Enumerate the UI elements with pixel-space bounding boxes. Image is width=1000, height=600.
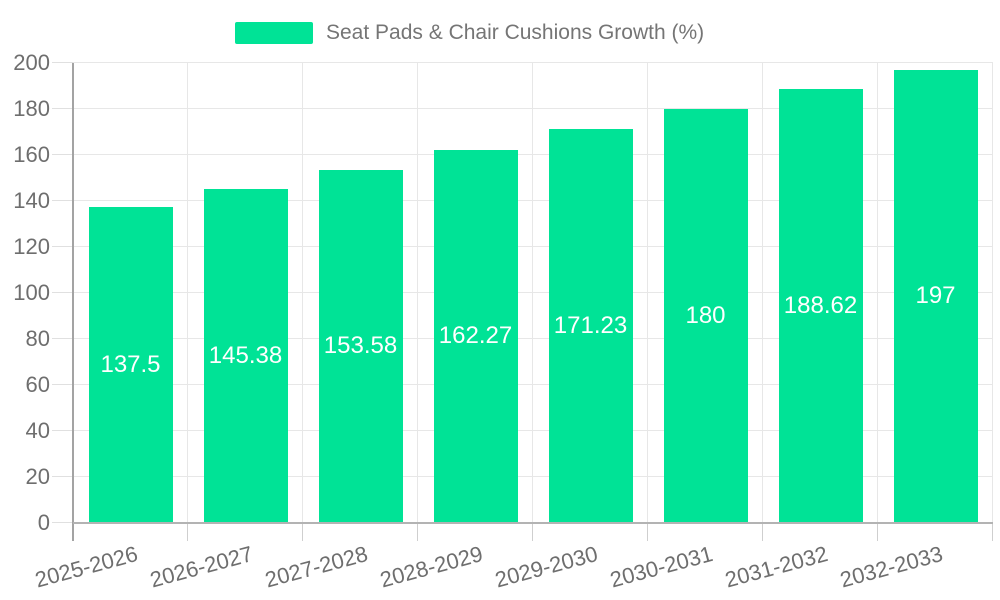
x-axis-label: 2030-2031 (607, 541, 716, 593)
y-axis-tick (52, 384, 73, 385)
bar-value-label: 145.38 (208, 341, 283, 369)
y-axis-label: 20 (25, 464, 50, 489)
x-axis-label: 2028-2029 (377, 541, 486, 593)
x-axis-tick (417, 523, 418, 541)
legend-label: Seat Pads & Chair Cushions Growth (%) (326, 21, 705, 44)
y-axis-tick (52, 62, 73, 63)
y-axis-label: 40 (25, 418, 50, 443)
bar[interactable]: 145.38 (203, 188, 288, 523)
y-axis-label: 120 (13, 234, 50, 259)
y-axis-label: 100 (13, 280, 50, 305)
legend-item[interactable]: Seat Pads & Chair Cushions Growth (%) (235, 22, 704, 44)
y-axis-tick (52, 246, 73, 247)
bar-value-label: 153.58 (323, 332, 398, 360)
y-axis-tick (52, 476, 73, 477)
y-axis-label: 200 (13, 50, 50, 75)
y-axis-label: 60 (25, 372, 50, 397)
v-gridline (417, 63, 418, 523)
bar[interactable]: 137.5 (88, 206, 173, 523)
x-axis-tick (762, 523, 763, 541)
y-axis-tick (52, 200, 73, 201)
bar-value-label: 180 (685, 302, 726, 329)
x-axis-tick (532, 523, 533, 541)
v-gridline (302, 63, 303, 523)
bar[interactable]: 188.62 (778, 89, 863, 523)
x-axis-tick (647, 523, 648, 541)
x-axis-label: 2027-2028 (262, 541, 371, 593)
x-axis-label: 2025-2026 (32, 541, 141, 593)
bar-value-label: 188.62 (783, 292, 858, 320)
x-axis-label: 2029-2030 (492, 541, 601, 593)
v-gridline (647, 63, 648, 523)
bar-value-label: 137.5 (100, 350, 161, 378)
y-axis-tick (52, 154, 73, 155)
bar[interactable]: 171.23 (548, 129, 633, 523)
x-axis-label: 2032-2033 (837, 541, 946, 593)
y-axis-tick (52, 292, 73, 293)
y-axis-label: 140 (13, 188, 50, 213)
bar[interactable]: 197 (893, 69, 978, 523)
bar[interactable]: 162.27 (433, 149, 518, 523)
legend-marker (235, 22, 313, 44)
x-axis-label: 2026-2027 (147, 541, 256, 593)
y-axis-tick (52, 430, 73, 431)
y-axis-tick (52, 522, 73, 523)
v-gridline (187, 63, 188, 523)
y-axis-label: 0 (37, 510, 50, 535)
bar-value-label: 171.23 (553, 312, 628, 340)
v-gridline (992, 63, 993, 523)
y-axis-label: 160 (13, 142, 50, 167)
v-gridline (762, 63, 763, 523)
bar-value-label: 197 (915, 282, 956, 310)
x-axis-tick (302, 523, 303, 541)
x-axis-tick (877, 523, 878, 541)
h-gridline (73, 62, 993, 63)
bar-value-label: 162.27 (438, 322, 513, 350)
x-axis-label: 2031-2032 (722, 541, 831, 593)
y-axis-label: 80 (25, 326, 50, 351)
bar[interactable]: 180 (663, 109, 748, 523)
x-axis-tick (992, 523, 993, 541)
y-axis-tick (52, 338, 73, 339)
v-gridline (877, 63, 878, 523)
y-axis-line (72, 63, 74, 541)
x-axis-line (73, 522, 993, 524)
y-axis-tick (52, 108, 73, 109)
y-axis-label: 180 (13, 96, 50, 121)
v-gridline (532, 63, 533, 523)
x-axis-tick (187, 523, 188, 541)
bar[interactable]: 153.58 (318, 169, 403, 523)
